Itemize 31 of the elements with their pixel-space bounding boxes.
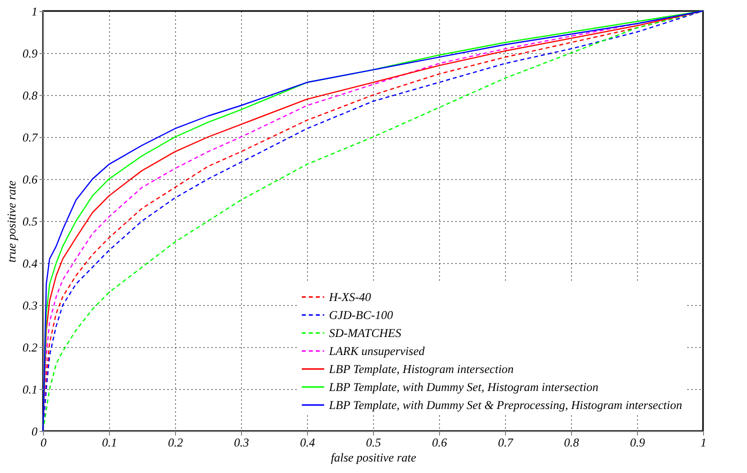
x-tick-label: 0.6 <box>432 436 447 450</box>
y-tick-label: 0.9 <box>22 46 38 60</box>
y-tick-label: 0.1 <box>22 382 38 396</box>
x-tick-label: 0 <box>40 436 46 450</box>
x-tick-label: 0.8 <box>564 436 579 450</box>
legend-label: H-XS-40 <box>328 290 371 304</box>
legend-label: LBP Template, Histogram intersection <box>328 362 514 376</box>
x-tick-label: 0.3 <box>234 436 249 450</box>
x-tick-label: 0.2 <box>168 436 183 450</box>
legend-label: LBP Template, with Dummy Set & Preprocessing, Histogram intersection <box>328 398 682 412</box>
x-tick-label: 0.9 <box>630 436 645 450</box>
x-axis-title: false positive rate <box>330 450 417 464</box>
y-tick-label: 0.5 <box>22 214 38 228</box>
x-tick-label: 0.7 <box>498 436 514 450</box>
legend-label: LARK unsupervised <box>328 344 426 358</box>
y-tick-label: 0 <box>32 424 38 438</box>
y-tick-label: 0.4 <box>22 256 38 270</box>
legend-label: LBP Template, with Dummy Set, Histogram intersection <box>328 380 598 394</box>
y-tick-label: 0.7 <box>22 130 38 144</box>
y-axis-title: true positive rate <box>4 180 18 262</box>
y-tick-label: 0.8 <box>22 88 38 102</box>
legend-label: GJD-BC-100 <box>329 308 393 322</box>
x-tick-label: 0.5 <box>366 436 381 450</box>
y-tick-label: 0.6 <box>22 172 38 186</box>
y-tick-label: 1 <box>32 4 38 18</box>
x-tick-label: 1 <box>700 436 706 450</box>
x-tick-label: 0.4 <box>300 436 315 450</box>
x-tick-label: 0.1 <box>102 436 117 450</box>
y-tick-label: 0.2 <box>22 340 38 354</box>
legend-label: SD-MATCHES <box>329 326 402 340</box>
y-tick-label: 0.3 <box>22 298 38 312</box>
